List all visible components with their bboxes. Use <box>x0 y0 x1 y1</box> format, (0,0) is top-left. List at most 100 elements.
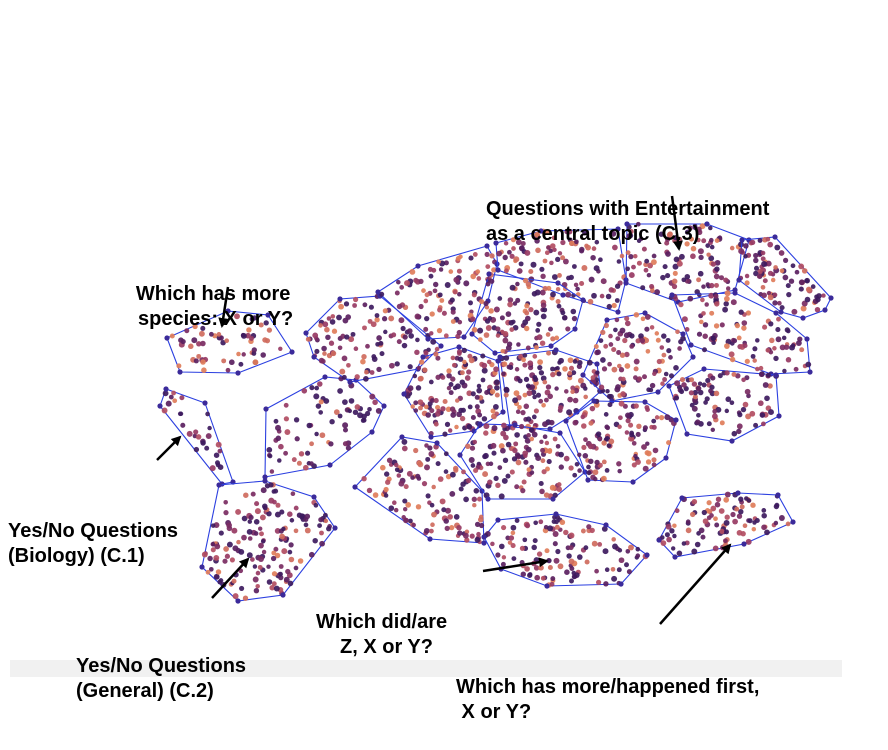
data-point <box>255 583 260 589</box>
hull-vertex <box>157 403 163 409</box>
hull-vertex <box>322 374 328 380</box>
data-point <box>749 410 756 417</box>
data-point <box>260 539 266 544</box>
data-point <box>470 273 477 280</box>
data-point <box>526 390 533 397</box>
data-point <box>603 343 609 349</box>
data-point <box>731 430 738 437</box>
data-point <box>493 475 499 482</box>
data-point <box>466 390 473 397</box>
data-point <box>401 438 408 445</box>
data-point <box>261 549 267 555</box>
data-point <box>535 392 542 398</box>
data-point <box>523 376 530 383</box>
data-point <box>568 532 575 539</box>
data-point <box>618 415 623 421</box>
data-point <box>204 445 210 451</box>
data-point <box>514 432 520 438</box>
data-point <box>535 455 542 462</box>
data-point <box>736 423 743 430</box>
hull-vertex <box>538 228 544 234</box>
data-point <box>223 509 229 516</box>
data-point <box>797 336 803 342</box>
data-point <box>667 231 673 237</box>
data-point <box>625 250 631 255</box>
data-point <box>617 548 623 553</box>
data-point <box>476 276 482 281</box>
data-point <box>314 348 320 354</box>
hull-vertex <box>615 226 621 232</box>
data-point <box>805 286 812 293</box>
data-point <box>324 326 330 333</box>
hull-vertex <box>557 430 563 436</box>
data-point <box>366 487 373 494</box>
data-point <box>456 524 462 531</box>
cluster-fan <box>262 374 387 480</box>
data-point <box>497 465 503 470</box>
data-point <box>362 302 368 308</box>
data-point <box>403 484 409 490</box>
data-point <box>556 303 562 309</box>
data-point <box>595 431 602 437</box>
data-point <box>471 327 478 333</box>
data-point <box>730 511 736 518</box>
data-point <box>247 536 253 541</box>
cluster-hull <box>499 349 602 430</box>
data-point <box>252 359 259 366</box>
data-point <box>532 538 538 544</box>
data-point <box>649 325 655 330</box>
data-point <box>186 430 193 437</box>
data-point <box>636 376 643 382</box>
data-point <box>633 403 639 409</box>
data-point <box>713 293 719 299</box>
data-point <box>533 309 540 316</box>
data-point <box>461 469 466 475</box>
data-point <box>196 353 202 359</box>
data-point <box>451 362 457 368</box>
data-point <box>519 423 525 430</box>
data-point <box>599 293 605 299</box>
data-point <box>448 390 454 396</box>
data-point <box>319 432 326 439</box>
hull-vertex <box>804 336 810 342</box>
data-point <box>608 342 614 347</box>
data-point <box>770 277 776 283</box>
data-point <box>625 548 631 554</box>
data-point <box>512 447 518 454</box>
data-point <box>624 363 631 369</box>
data-point <box>587 298 594 305</box>
data-point <box>401 342 408 349</box>
label-which-did-cluster: Which did/are Z, X or Y? <box>316 611 448 658</box>
hull-vertex <box>822 307 828 313</box>
data-point <box>435 461 441 467</box>
data-point <box>715 496 722 502</box>
data-point <box>423 298 429 304</box>
data-point <box>184 328 190 334</box>
data-point <box>500 561 506 567</box>
cluster-mid-left <box>303 293 444 385</box>
data-point <box>717 373 723 379</box>
data-point <box>342 441 349 447</box>
data-point <box>299 513 305 519</box>
data-point <box>180 339 186 345</box>
data-point <box>372 399 378 406</box>
data-point <box>641 444 647 450</box>
data-point <box>201 367 207 373</box>
data-point <box>571 315 578 322</box>
data-point <box>538 370 545 376</box>
data-point <box>645 459 652 465</box>
data-point <box>195 434 202 440</box>
data-point <box>429 331 434 336</box>
data-point <box>383 329 388 335</box>
data-point <box>321 345 327 352</box>
data-point <box>671 278 678 285</box>
hull-vertex <box>580 297 586 303</box>
data-point <box>710 335 716 341</box>
data-point <box>592 469 599 476</box>
data-point <box>218 530 224 536</box>
data-point <box>741 320 748 326</box>
data-point <box>403 507 408 512</box>
data-point <box>524 310 530 316</box>
data-point <box>236 539 241 545</box>
data-point <box>736 529 743 536</box>
